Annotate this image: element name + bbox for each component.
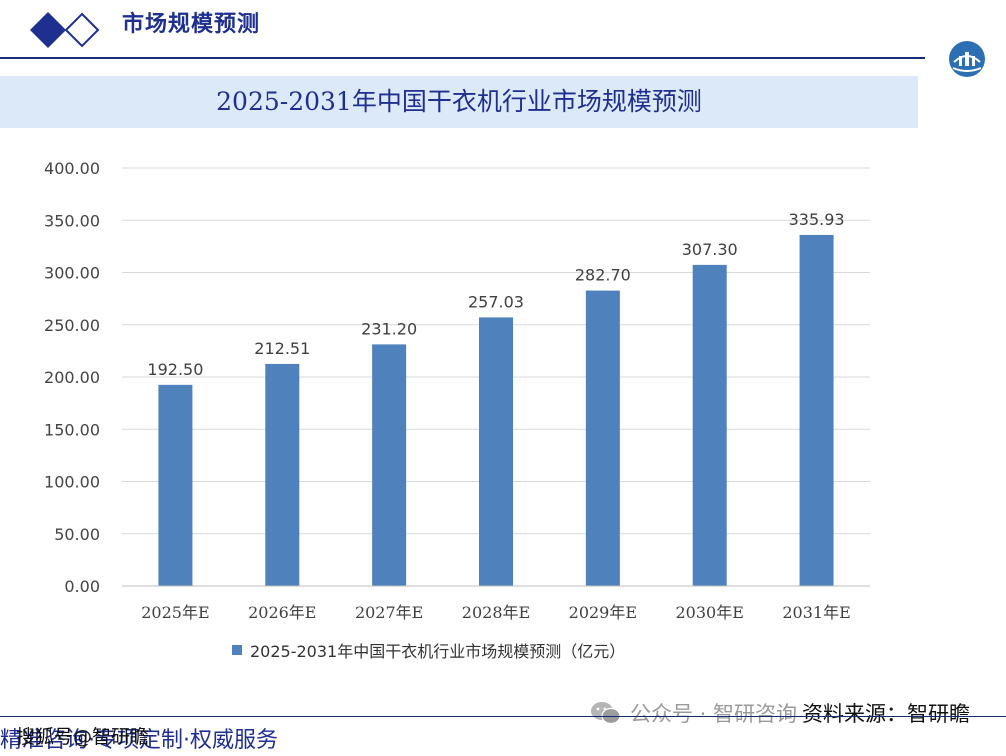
y-tick-label: 300.00 (44, 264, 100, 283)
chart-title-band: 2025-2031年中国干衣机行业市场规模预测 (0, 76, 918, 128)
bar (585, 290, 620, 586)
y-tick-label: 200.00 (44, 368, 100, 387)
y-tick-label: 50.00 (54, 525, 100, 544)
bar (799, 234, 834, 586)
bar (158, 384, 193, 586)
wechat-watermark: 公众号 · 智研咨询 (590, 698, 797, 728)
data-label: 231.20 (361, 319, 417, 338)
bar (265, 363, 300, 586)
bar-chart: 0.00 50.00 100.00 150.00 200.00 250.00 300.00 3… (44, 159, 870, 622)
data-label: 192.50 (147, 360, 203, 379)
y-tick-label: 150.00 (44, 420, 100, 439)
wechat-icon (591, 702, 621, 725)
header-divider (0, 57, 925, 59)
x-tick-label: 2029年E (569, 603, 637, 622)
x-tick-label: 2027年E (355, 603, 423, 622)
data-label: 212.51 (254, 339, 310, 358)
legend-label: 2025-2031年中国干衣机行业市场规模预测（亿元） (250, 642, 626, 661)
footer-tagline: 精准咨询·专项定制·权威服务 (0, 728, 278, 753)
y-tick-label: 250.00 (44, 316, 100, 335)
x-tick-label: 2026年E (248, 603, 316, 622)
chart-legend: 2025-2031年中国干衣机行业市场规模预测（亿元） (232, 638, 625, 662)
y-tick-label: 350.00 (44, 211, 100, 230)
y-tick-label: 400.00 (44, 159, 100, 178)
data-label: 335.93 (789, 210, 845, 229)
bar (372, 344, 407, 586)
data-label: 307.30 (682, 240, 738, 259)
watermark-text: 公众号 · 智研咨询 (630, 702, 798, 726)
y-tick-label: 100.00 (44, 473, 100, 492)
diamond-logo-icon (30, 12, 100, 48)
x-tick-label: 2030年E (676, 603, 744, 622)
y-tick-label: 0.00 (64, 577, 100, 596)
x-tick-label: 2031年E (782, 603, 850, 622)
source-note: 资料来源：智研瞻 (802, 702, 970, 726)
x-tick-label: 2025年E (141, 603, 209, 622)
chart-title: 2025-2031年中国干衣机行业市场规模预测 (216, 87, 702, 116)
footer-divider (0, 716, 1006, 717)
data-label: 282.70 (575, 266, 631, 285)
sohu-credit: 搜狐号@智研瞻 (16, 726, 150, 748)
data-label: 257.03 (468, 292, 524, 311)
legend-swatch (232, 645, 242, 655)
globe-logo-icon (949, 41, 985, 77)
page-title: 市场规模预测 (122, 11, 261, 37)
bar (692, 264, 727, 586)
bar (479, 317, 513, 586)
x-tick-label: 2028年E (462, 603, 530, 622)
